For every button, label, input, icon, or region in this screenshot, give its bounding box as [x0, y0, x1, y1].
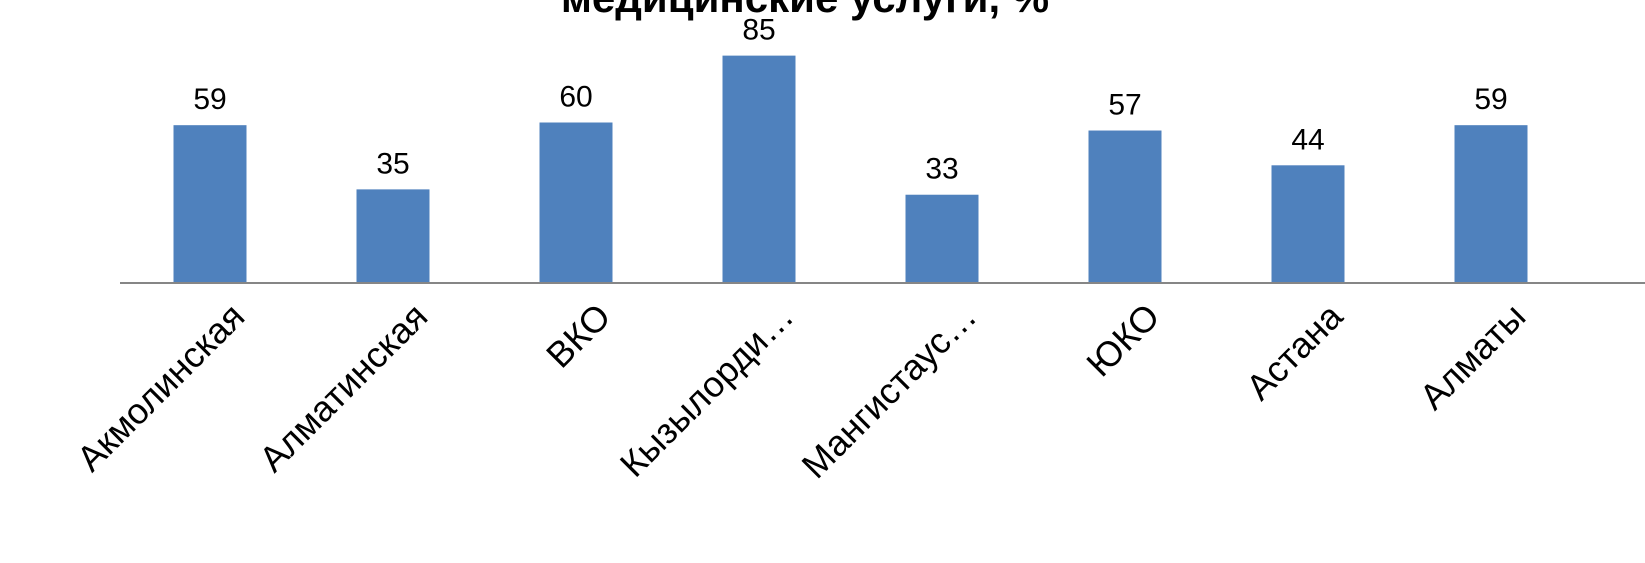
bar-2	[356, 189, 430, 283]
category-label-5: Мангистаус…	[794, 295, 985, 486]
category-label-1: Акмолинская	[69, 295, 253, 479]
bar-6	[1088, 130, 1162, 283]
bars-layer	[173, 55, 1528, 283]
category-label-8: Алматы	[1411, 295, 1533, 417]
value-labels-layer: 59 35 60 85 33 57 44 59	[193, 14, 1507, 186]
bar-5	[905, 194, 979, 283]
category-label-3: ВКО	[538, 295, 618, 375]
chart-title: медицинские услуги, %	[561, 0, 1049, 21]
bar-3	[539, 122, 613, 283]
category-label-6: ЮКО	[1078, 295, 1167, 384]
category-label-4: Кызылорди…	[612, 295, 801, 484]
value-label-2: 35	[376, 147, 409, 180]
bar-8	[1454, 125, 1528, 283]
value-label-8: 59	[1474, 83, 1507, 116]
value-label-6: 57	[1108, 89, 1141, 122]
bar-7	[1271, 165, 1345, 283]
bar-1	[173, 125, 247, 283]
category-label-2: Алматинская	[251, 295, 435, 479]
bar-4	[722, 55, 796, 283]
value-label-1: 59	[193, 83, 226, 116]
value-label-3: 60	[559, 81, 592, 114]
value-label-7: 44	[1291, 123, 1324, 156]
value-label-5: 33	[925, 153, 958, 186]
value-label-4: 85	[742, 14, 775, 47]
category-label-7: Астана	[1238, 295, 1351, 408]
